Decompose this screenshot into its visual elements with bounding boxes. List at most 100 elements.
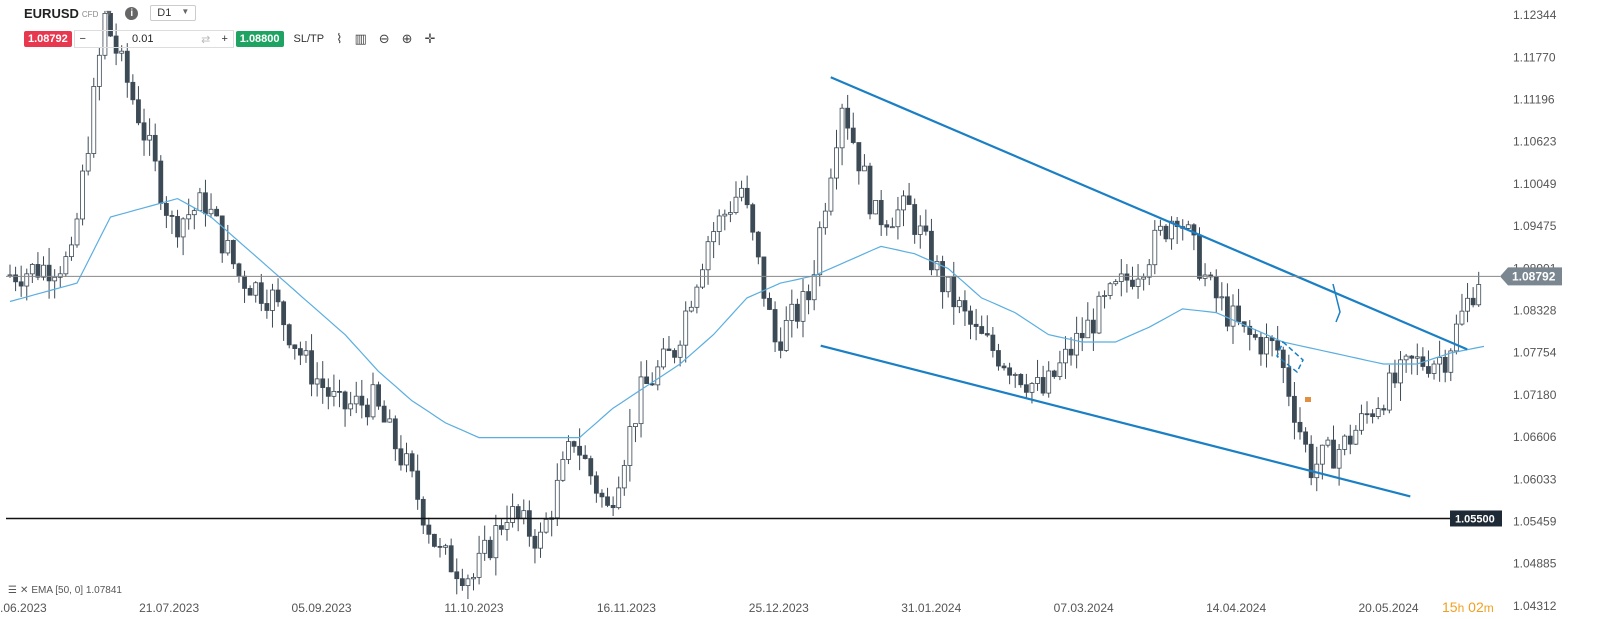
candle-down — [392, 418, 398, 450]
current-price-tag — [1500, 267, 1562, 286]
candle-down — [409, 453, 415, 472]
candle-up — [711, 231, 717, 243]
buy-price-button[interactable]: 1.08800 — [235, 31, 284, 47]
candle-down — [912, 204, 918, 235]
candle-up — [1107, 283, 1113, 296]
candle-up — [1375, 408, 1381, 417]
y-tick-label: 1.07180 — [1513, 388, 1557, 402]
candle-up — [504, 522, 510, 530]
zoom-in-icon[interactable]: ⊕ — [401, 31, 413, 46]
zoom-out-icon[interactable]: ⊖ — [378, 31, 390, 46]
candle-down — [297, 348, 303, 356]
candle-up — [538, 531, 543, 549]
candle-down — [459, 578, 465, 587]
candle-up — [627, 426, 633, 466]
candle-up — [1135, 278, 1141, 287]
countdown-minutes: 02 — [1468, 599, 1484, 615]
symbol-dropdown-icon[interactable]: ▼ — [104, 8, 114, 18]
candle-down — [1286, 367, 1292, 397]
candle-down — [152, 134, 158, 162]
ema-legend-text: EMA [50, 0] 1.07841 — [31, 585, 122, 596]
candle-down — [599, 492, 605, 498]
y-tick-label: 1.12344 — [1513, 8, 1557, 22]
candle-down — [325, 387, 331, 397]
candle-down — [1225, 296, 1230, 327]
sltp-button[interactable]: SL/TP — [293, 33, 325, 45]
candle-up — [616, 487, 622, 509]
candle-up — [1157, 225, 1163, 231]
candle-up — [80, 170, 85, 220]
line-chart-icon[interactable]: ⌇ — [336, 31, 343, 46]
candle-up — [465, 578, 471, 587]
sell-price-button[interactable]: 1.08792 — [24, 31, 72, 47]
candle-down — [951, 276, 957, 308]
candle-down — [867, 165, 873, 215]
candle-up — [1169, 220, 1174, 240]
candle-down — [275, 289, 281, 303]
candle-up — [191, 210, 197, 216]
candle-up — [688, 306, 694, 312]
candle-down — [365, 404, 370, 418]
candle-up — [348, 403, 354, 410]
candle-down — [258, 282, 264, 304]
x-tick-label: 16.11.2023 — [597, 601, 656, 615]
candle-down — [968, 310, 973, 325]
candle-down — [1292, 395, 1297, 423]
candle-down — [163, 202, 169, 216]
candle-down — [1191, 224, 1197, 236]
candle-down — [1252, 334, 1258, 338]
x-tick-label: 07.03.2024 — [1054, 601, 1114, 615]
candle-up — [476, 552, 482, 578]
candle-up — [1459, 310, 1465, 325]
candle-up — [482, 539, 488, 554]
swap-icon[interactable]: ⇄ — [201, 33, 211, 46]
candle-down — [962, 300, 968, 312]
candle-down — [761, 256, 767, 299]
candle-up — [783, 320, 789, 351]
candle-down — [141, 122, 147, 141]
candle-up — [560, 459, 566, 481]
candle-up — [1414, 356, 1420, 359]
candle-down — [795, 303, 800, 322]
candle-up — [443, 545, 448, 548]
symbol-name[interactable]: EURUSD — [24, 5, 79, 21]
candle-down — [984, 333, 990, 336]
candle-up — [1437, 357, 1443, 365]
candle-down — [990, 334, 996, 351]
decrease-quantity-button[interactable]: − — [79, 33, 86, 45]
candle-down — [1297, 421, 1303, 433]
info-icon[interactable]: i — [125, 6, 139, 20]
y-tick-label: 1.11196 — [1513, 93, 1555, 107]
close-icon[interactable]: ✕ — [19, 585, 29, 596]
quantity-input[interactable]: 0.01 — [132, 33, 154, 45]
candle-down — [130, 81, 136, 101]
candle-down — [532, 535, 538, 549]
candle-down — [1347, 435, 1353, 445]
candle-down — [320, 378, 326, 388]
candle-up — [7, 274, 13, 277]
candle-down — [219, 215, 225, 254]
candle-down — [1163, 225, 1169, 240]
candle-up — [102, 12, 108, 56]
increase-quantity-button[interactable]: + — [221, 33, 228, 45]
candle-down — [605, 496, 610, 506]
crosshair-icon[interactable]: ✛ — [424, 31, 436, 46]
candle-down — [1426, 366, 1431, 374]
timeframe-select[interactable]: D1 ▼ — [150, 5, 197, 21]
candle-up — [716, 215, 722, 232]
quantity-stepper[interactable]: − 0.01 ⇄ + — [73, 30, 234, 48]
candle-down — [1051, 370, 1057, 377]
menu-icon[interactable]: ☰ — [8, 585, 17, 596]
candle-up — [180, 218, 186, 238]
indicator-legend[interactable]: ☰ ✕ EMA [50, 0] 1.07841 — [8, 585, 122, 596]
y-tick-label: 1.10623 — [1513, 135, 1557, 149]
candle-type-icon[interactable]: ▥ — [354, 31, 367, 46]
candle-up — [471, 576, 476, 580]
candle-up — [521, 510, 527, 519]
trendline-lower — [820, 344, 1411, 498]
candle-up — [1325, 439, 1331, 446]
candle-up — [1230, 305, 1236, 327]
candle-up — [839, 107, 845, 149]
candle-up — [370, 384, 376, 418]
